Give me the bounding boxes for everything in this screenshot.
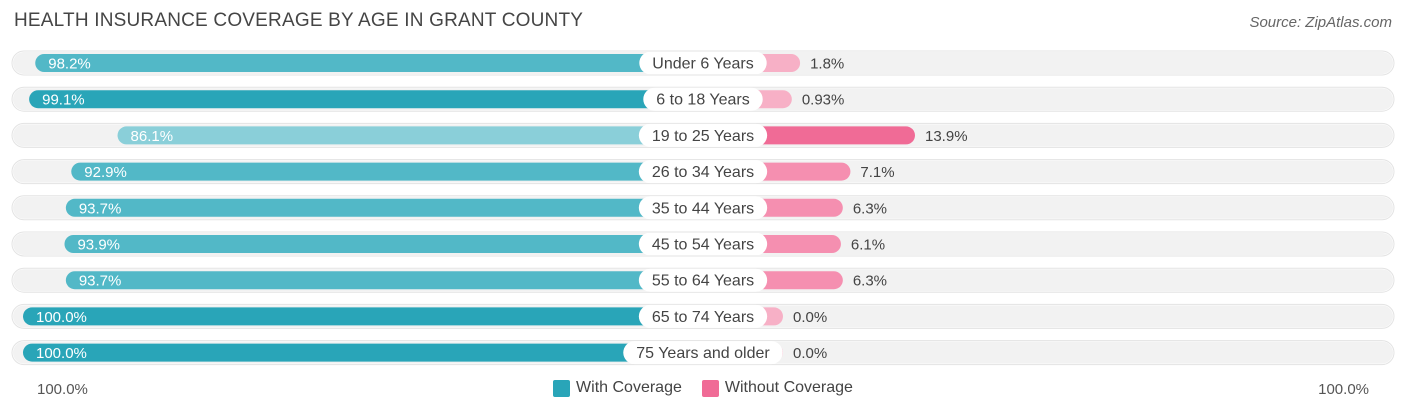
category-label: 65 to 74 Years: [652, 309, 754, 326]
label-without-coverage: 6.3%: [853, 273, 887, 290]
label-with-coverage: 98.2%: [48, 56, 91, 73]
category-label: 35 to 44 Years: [652, 200, 754, 217]
category-label: 26 to 34 Years: [652, 164, 754, 181]
legend-without-coverage[interactable]: Without Coverage: [701, 379, 853, 397]
axis-right-label: 100.0%: [1318, 381, 1369, 398]
label-without-coverage: 6.3%: [853, 200, 887, 217]
category-label: Under 6 Years: [652, 56, 753, 73]
chart-title: HEALTH INSURANCE COVERAGE BY AGE IN GRAN…: [14, 10, 584, 31]
category-label: 6 to 18 Years: [656, 92, 749, 109]
label-without-coverage: 1.8%: [810, 56, 844, 73]
bar-with-coverage[interactable]: [29, 90, 704, 109]
category-pill: [638, 232, 768, 256]
category-pill: [638, 196, 768, 220]
legend-with-coverage-label: With Coverage: [576, 379, 682, 396]
bar-with-coverage[interactable]: [23, 307, 703, 326]
bar-with-coverage[interactable]: [35, 54, 704, 72]
coverage-chart: 98.2% 1.8% Under 6 Years 99.1% 0.93% 6 to 18 …: [11, 50, 1395, 366]
bar-with-coverage[interactable]: [65, 198, 704, 217]
bar-with-coverage[interactable]: [117, 126, 703, 145]
category-pill: [643, 87, 763, 111]
with-coverage-swatch: [553, 379, 571, 397]
label-with-coverage: 86.1%: [131, 128, 174, 145]
legend-without-coverage-label: Without Coverage: [724, 379, 853, 396]
label-with-coverage: 93.7%: [79, 200, 122, 217]
without-coverage-swatch: [701, 379, 719, 397]
category-label: 45 to 54 Years: [652, 237, 754, 254]
bar-with-coverage[interactable]: [71, 162, 703, 181]
axis-left-label: 100.0%: [37, 381, 88, 398]
label-with-coverage: 92.9%: [84, 164, 127, 181]
label-without-coverage: 13.9%: [925, 128, 968, 145]
label-with-coverage: 93.9%: [77, 237, 120, 254]
category-label: 19 to 25 Years: [652, 128, 754, 145]
category-pill: [623, 341, 783, 365]
label-without-coverage: 0.93%: [802, 92, 845, 109]
label-without-coverage: 0.0%: [793, 345, 827, 362]
category-pill: [639, 51, 767, 75]
category-pill: [638, 268, 768, 292]
category-pill: [638, 160, 768, 184]
label-with-coverage: 93.7%: [79, 273, 122, 290]
label-with-coverage: 99.1%: [42, 92, 85, 109]
bar-with-coverage[interactable]: [23, 343, 703, 362]
label-without-coverage: 7.1%: [860, 164, 894, 181]
label-without-coverage: 0.0%: [793, 309, 827, 326]
legend-with-coverage[interactable]: With Coverage: [553, 379, 682, 397]
category-pill: [638, 304, 768, 328]
bar-with-coverage[interactable]: [65, 271, 704, 290]
label-with-coverage: 100.0%: [36, 345, 87, 362]
category-label: 75 Years and older: [636, 345, 770, 362]
category-label: 55 to 64 Years: [652, 273, 754, 290]
category-pill: [638, 123, 768, 147]
label-without-coverage: 6.1%: [851, 237, 885, 254]
source-label: Source: ZipAtlas.com: [1249, 14, 1392, 31]
bar-with-coverage[interactable]: [64, 235, 704, 253]
label-with-coverage: 100.0%: [36, 309, 87, 326]
legend: With Coverage Without Coverage: [0, 379, 1406, 397]
